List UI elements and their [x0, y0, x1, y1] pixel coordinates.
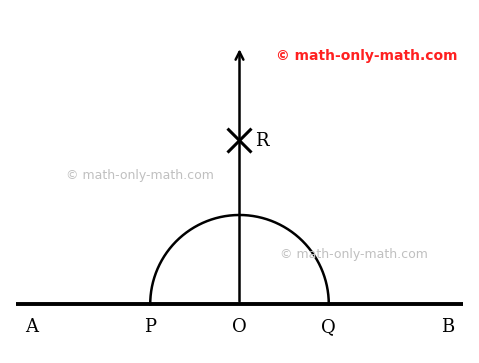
Text: © math-only-math.com: © math-only-math.com: [276, 49, 458, 63]
Text: O: O: [232, 318, 247, 336]
Text: B: B: [441, 318, 455, 336]
Text: © math-only-math.com: © math-only-math.com: [67, 169, 214, 182]
Text: R: R: [255, 131, 269, 150]
Text: P: P: [144, 318, 156, 336]
Text: A: A: [24, 318, 38, 336]
Text: Q: Q: [321, 318, 336, 336]
Text: © math-only-math.com: © math-only-math.com: [280, 248, 428, 261]
